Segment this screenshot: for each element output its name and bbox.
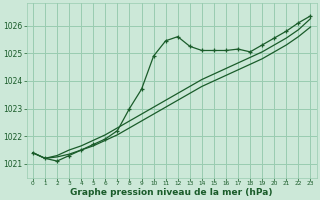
X-axis label: Graphe pression niveau de la mer (hPa): Graphe pression niveau de la mer (hPa) xyxy=(70,188,273,197)
